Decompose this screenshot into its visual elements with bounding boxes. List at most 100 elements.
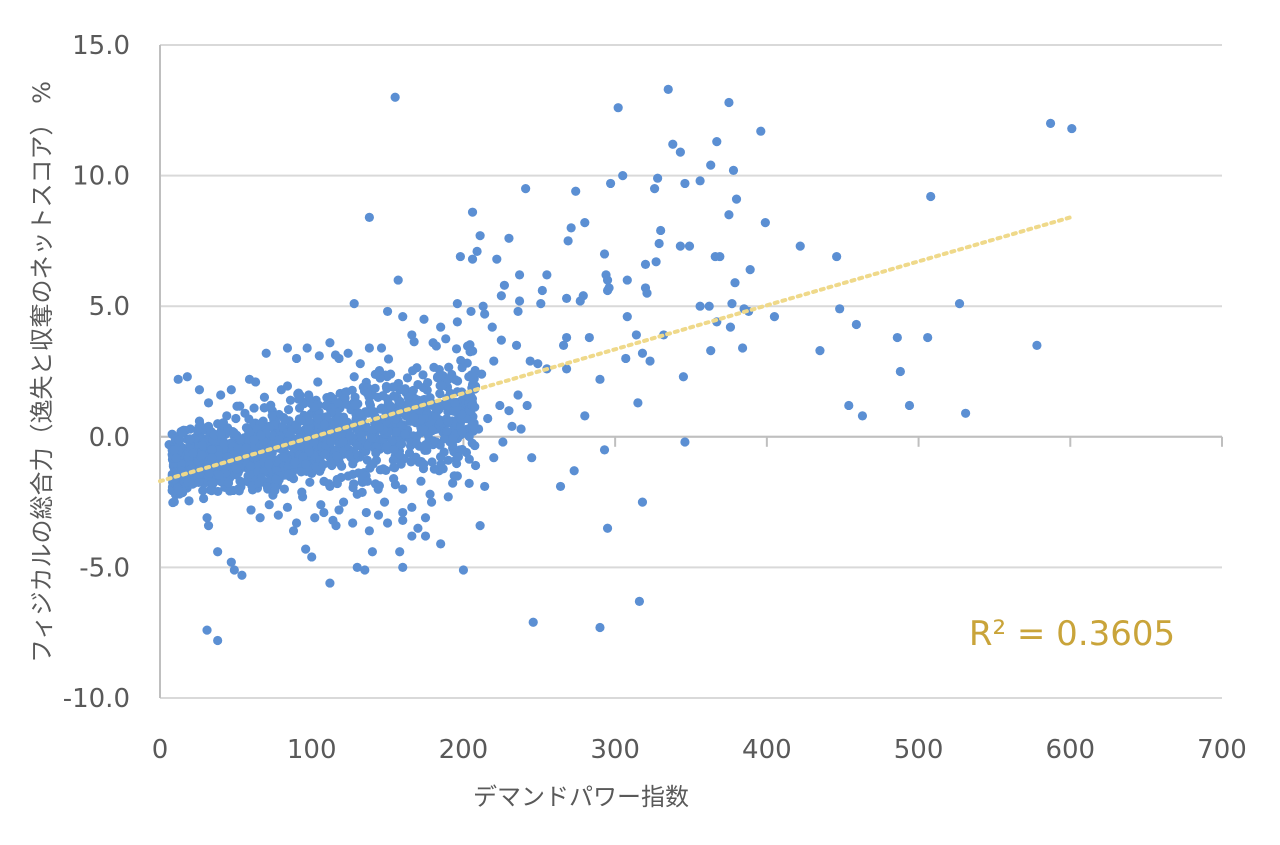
data-point [403, 392, 413, 402]
data-point [450, 406, 461, 416]
data-point [256, 430, 266, 441]
data-point [218, 418, 228, 428]
data-point [470, 440, 480, 451]
data-point [443, 416, 453, 426]
data-point [349, 400, 360, 410]
data-point [595, 374, 605, 384]
data-point [443, 492, 453, 502]
data-point [504, 406, 514, 416]
data-point [599, 445, 610, 455]
x-tick-label: 600 [1045, 735, 1095, 765]
data-point [467, 254, 478, 264]
data-point [706, 160, 716, 170]
x-tick-label: 700 [1197, 735, 1247, 765]
data-point [555, 481, 566, 492]
data-point [194, 469, 205, 479]
data-point [537, 285, 547, 296]
data-point [169, 497, 179, 507]
data-point [637, 497, 648, 507]
data-point [633, 398, 643, 408]
data-point [197, 440, 207, 450]
data-point [382, 518, 393, 528]
data-point [649, 184, 660, 194]
data-point [468, 369, 478, 379]
data-point [355, 359, 365, 369]
data-point [621, 353, 631, 364]
data-point [536, 298, 546, 309]
data-point [483, 413, 493, 424]
data-point [453, 452, 464, 462]
data-point [291, 518, 302, 528]
grid-layer [160, 44, 1222, 699]
data-point [204, 468, 214, 478]
data-point [264, 500, 274, 510]
data-point [451, 344, 462, 354]
data-point [613, 103, 623, 113]
data-point [857, 411, 868, 421]
data-point [213, 635, 223, 646]
data-point [285, 429, 295, 439]
data-point [303, 425, 314, 435]
data-point [330, 350, 341, 360]
data-point [337, 461, 347, 471]
data-point [450, 375, 460, 385]
data-point [395, 547, 405, 557]
data-point [399, 386, 410, 396]
data-point [357, 487, 367, 497]
data-point [449, 471, 459, 481]
data-point [680, 178, 690, 189]
data-point [407, 502, 417, 512]
data-point [182, 372, 192, 382]
data-point [367, 547, 377, 557]
data-point [470, 460, 481, 471]
data-point [311, 462, 321, 472]
trendline [158, 215, 1073, 484]
data-point [301, 544, 311, 554]
data-point [291, 420, 301, 430]
data-point [374, 481, 384, 491]
data-point [214, 470, 225, 480]
data-point [213, 547, 223, 557]
data-point [371, 448, 381, 458]
data-point [480, 309, 490, 319]
data-point [304, 392, 314, 402]
data-point [727, 298, 737, 309]
data-point [338, 436, 348, 447]
data-point [225, 486, 235, 496]
data-point [456, 355, 466, 366]
y-tick-label: -10.0 [63, 684, 130, 714]
data-point [1045, 118, 1056, 128]
data-point [352, 441, 362, 451]
data-point [226, 557, 236, 567]
data-point [475, 521, 485, 531]
data-point [436, 322, 446, 332]
data-point [367, 433, 377, 443]
data-point [435, 388, 445, 399]
data-point [328, 515, 338, 525]
data-point [602, 523, 613, 533]
data-point [442, 426, 452, 436]
data-point [467, 207, 478, 217]
data-point [324, 479, 334, 489]
data-point [724, 210, 734, 220]
data-point [522, 400, 532, 411]
y-tick-label: 5.0 [89, 292, 130, 322]
data-point [472, 246, 482, 256]
data-point [464, 478, 474, 488]
data-point [229, 565, 239, 575]
data-point [341, 387, 352, 397]
data-point [185, 434, 195, 444]
data-point [319, 507, 329, 518]
data-point [356, 430, 366, 441]
label-layer: デマンドパワー指数 フィジカルの総合力（逸失と収奪のネットスコア） % R² =… [28, 31, 1247, 811]
data-point [675, 147, 685, 157]
y-tick-label: 10.0 [72, 162, 130, 192]
data-point [457, 444, 467, 455]
data-point [342, 399, 352, 409]
data-point [466, 306, 476, 317]
data-point [309, 437, 319, 447]
data-point [326, 437, 336, 447]
data-point [730, 278, 740, 288]
data-point [712, 137, 722, 147]
data-point [279, 415, 290, 425]
